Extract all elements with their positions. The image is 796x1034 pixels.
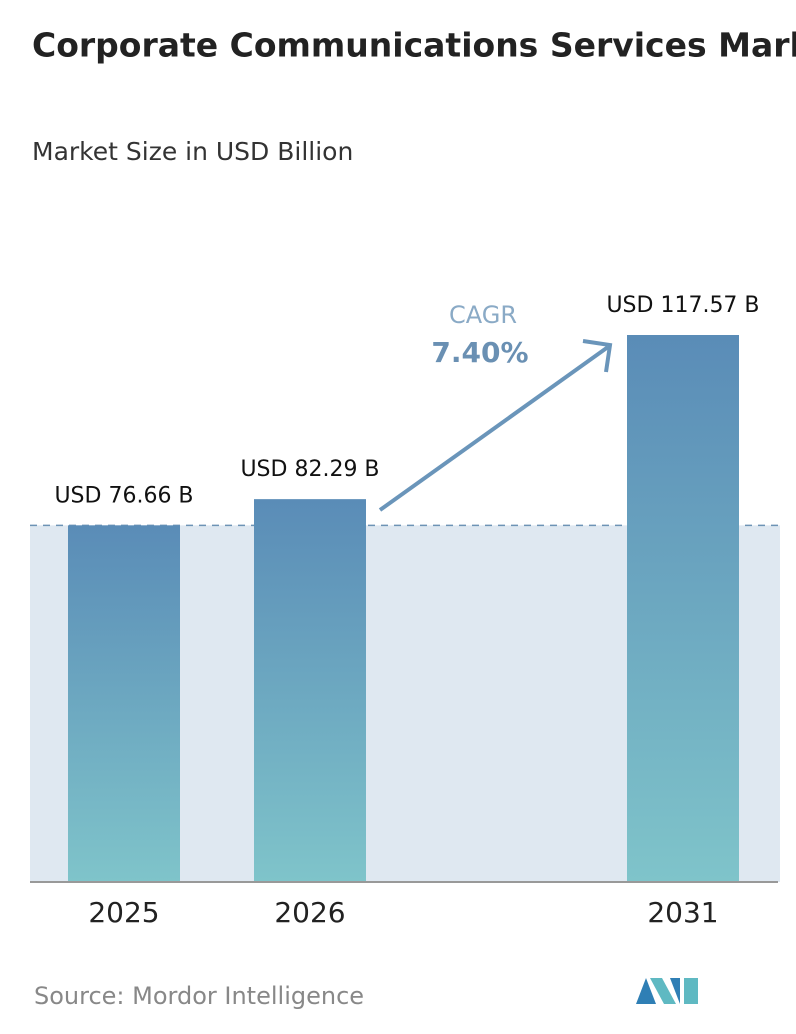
- value-label: USD 82.29 B: [240, 457, 379, 482]
- bar: [254, 499, 366, 882]
- x-tick-label: 2031: [647, 896, 718, 929]
- x-tick-label: 2025: [88, 896, 159, 929]
- cagr-value: 7.40%: [431, 336, 528, 369]
- value-label: USD 76.66 B: [54, 483, 193, 508]
- value-label: USD 117.57 B: [606, 293, 759, 318]
- bar: [68, 525, 180, 882]
- cagr-arrowhead: [582, 339, 613, 373]
- bar: [627, 335, 739, 882]
- source: Source: Mordor Intelligence: [34, 982, 364, 1010]
- chart-title: Corporate Communications Services Market: [32, 26, 796, 65]
- cagr-arrow: [378, 345, 610, 512]
- cagr-label: CAGR: [449, 301, 517, 329]
- x-tick-label: 2026: [274, 896, 345, 929]
- logo: [636, 978, 698, 1004]
- chart-subtitle: Market Size in USD Billion: [32, 137, 353, 166]
